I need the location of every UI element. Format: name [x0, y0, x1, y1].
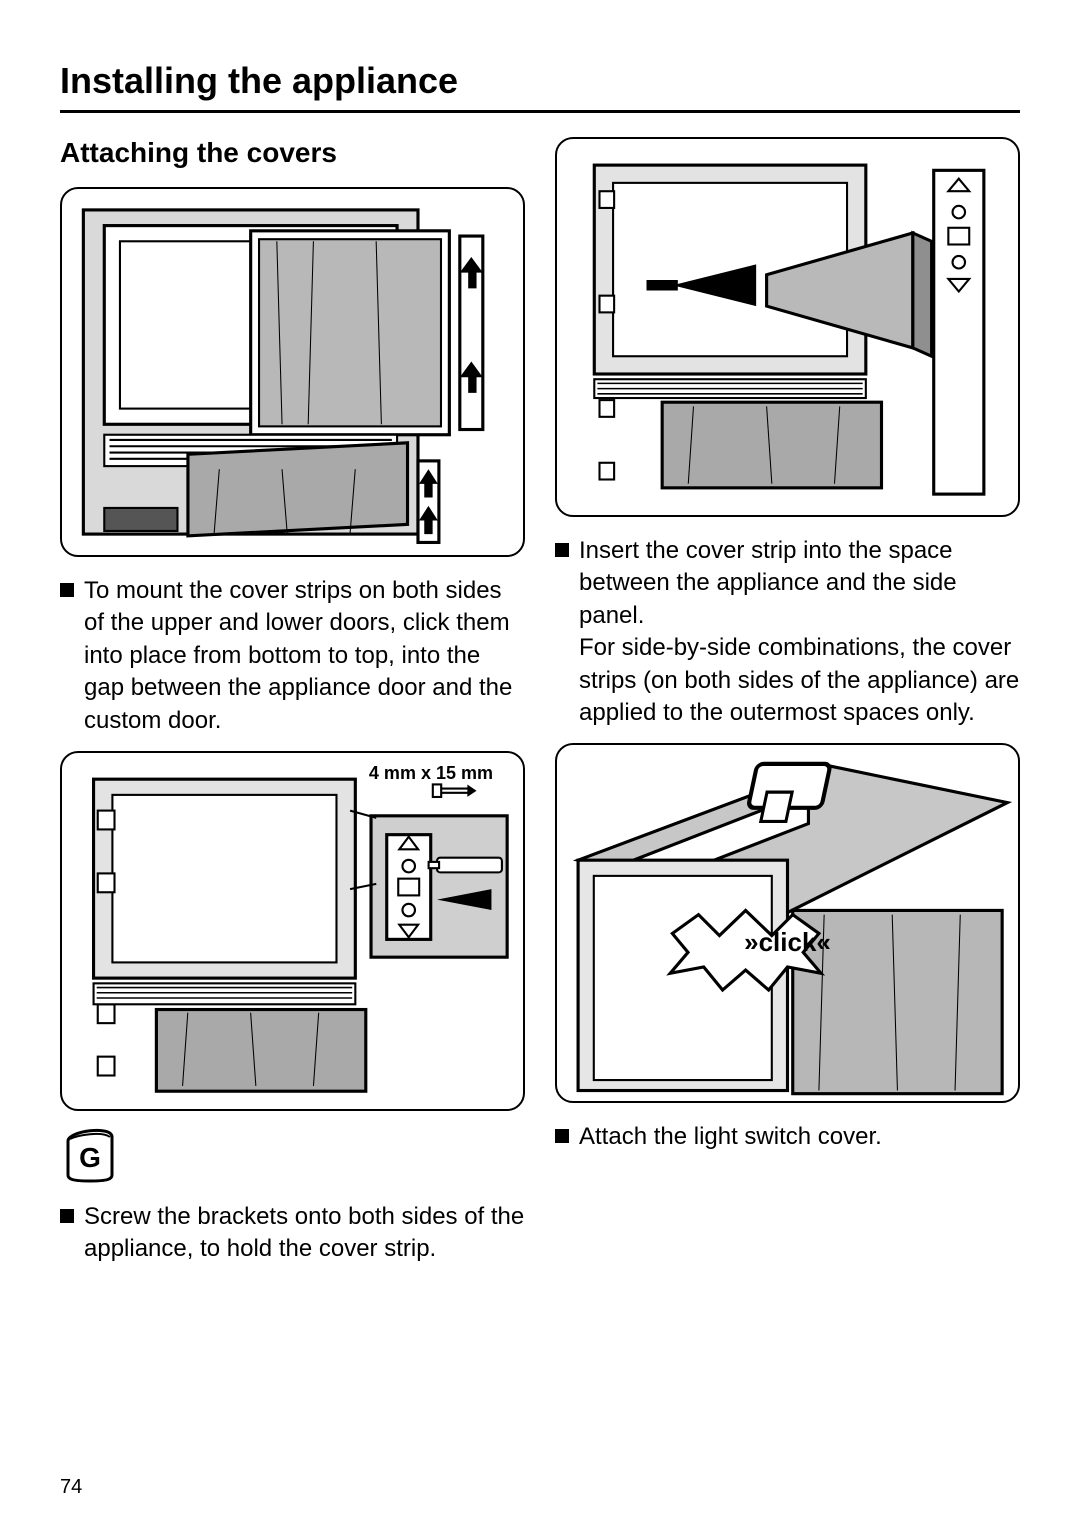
illustration-2	[62, 753, 523, 1109]
manual-page: Installing the appliance Attaching the c…	[0, 0, 1080, 1529]
hardware-bag-icon: G	[60, 1123, 120, 1183]
figure-screw-brackets: 4 mm x 15 mm	[60, 751, 525, 1111]
step-text: Insert the cover strip into the space be…	[579, 535, 1020, 729]
click-label: »click«	[744, 927, 831, 957]
left-column: Attaching the covers	[60, 137, 525, 1280]
illustration-3	[557, 139, 1018, 515]
step-attach-switch-cover: Attach the light switch cover.	[555, 1121, 1020, 1153]
section-rule	[60, 110, 1020, 113]
bullet-square-icon	[555, 1129, 569, 1143]
figure-insert-strip	[555, 137, 1020, 517]
step-text: Screw the brackets onto both sides of th…	[84, 1201, 525, 1266]
step-mount-strips: To mount the cover strips on both sides …	[60, 575, 525, 737]
figure-click-cover: »click«	[555, 743, 1020, 1103]
right-column: Insert the cover strip into the space be…	[555, 137, 1020, 1280]
bullet-square-icon	[60, 583, 74, 597]
screw-spec-label: 4 mm x 15 mm	[369, 763, 493, 784]
click-label-wrap: »click«	[557, 927, 1018, 958]
page-number: 74	[60, 1476, 82, 1499]
illustration-4	[557, 745, 1018, 1101]
figure-cover-strips	[60, 187, 525, 557]
bullet-square-icon	[555, 543, 569, 557]
step-screw-brackets: Screw the brackets onto both sides of th…	[60, 1201, 525, 1266]
step-insert-strip: Insert the cover strip into the space be…	[555, 535, 1020, 729]
illustration-1	[62, 189, 523, 555]
step-text: To mount the cover strips on both sides …	[84, 575, 525, 737]
subheading: Attaching the covers	[60, 137, 525, 169]
bag-letter: G	[79, 1142, 101, 1173]
step-text: Attach the light switch cover.	[579, 1121, 882, 1153]
two-column-layout: Attaching the covers	[60, 137, 1020, 1280]
section-title: Installing the appliance	[60, 60, 1020, 102]
bullet-square-icon	[60, 1209, 74, 1223]
